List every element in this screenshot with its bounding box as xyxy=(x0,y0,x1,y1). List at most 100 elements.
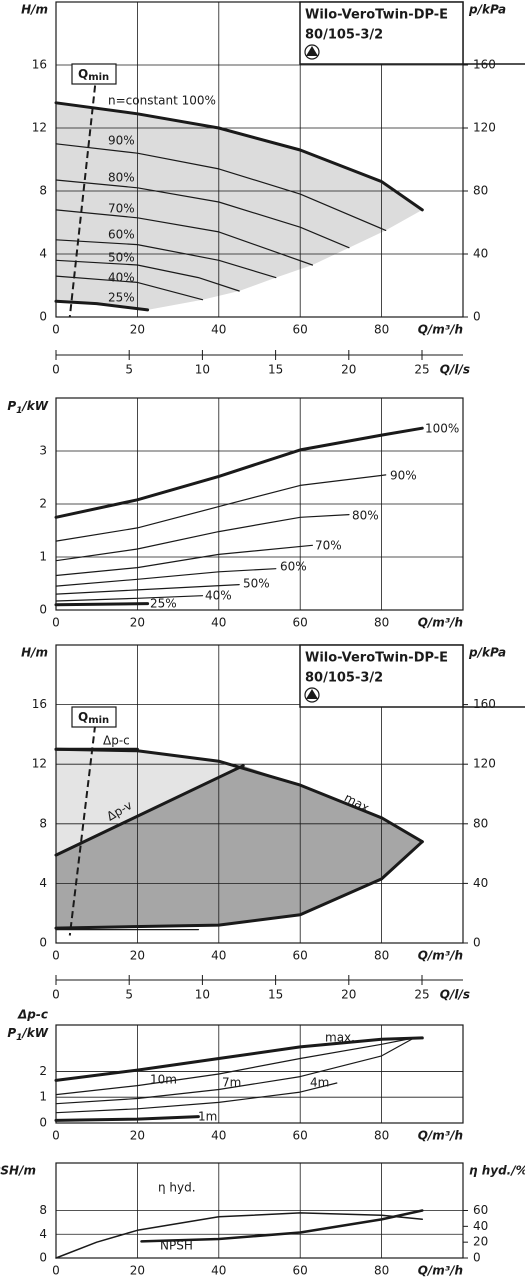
axis-title: NPSH/m xyxy=(0,1164,36,1178)
qmin-line xyxy=(68,85,97,318)
curve xyxy=(55,239,277,279)
axis-title-sub: 1 xyxy=(16,406,22,416)
product-box xyxy=(299,644,464,708)
x-tick-label: 15 xyxy=(268,363,283,377)
curve-label: NPSH xyxy=(160,1239,193,1253)
x-tick-label: 5 xyxy=(125,988,133,1002)
x-tick-label: 80 xyxy=(374,1129,389,1143)
curve-label: 10m xyxy=(150,1073,177,1087)
curve xyxy=(55,1037,415,1096)
axis-title: Q/m³/h xyxy=(418,1129,463,1143)
y-tick-label: 3 xyxy=(39,444,47,458)
y-tick-label: 0 xyxy=(39,310,47,324)
axis-title: Q/m³/h xyxy=(418,323,463,337)
curve xyxy=(54,1036,424,1082)
curve-label: 90% xyxy=(390,469,417,483)
y2-tick-label: 40 xyxy=(473,876,488,890)
y-tick-label: 12 xyxy=(32,121,47,135)
y-tick-label: 0 xyxy=(39,936,47,950)
pump-symbol-arrow xyxy=(306,46,318,56)
axis-title-sub: 1 xyxy=(16,1033,22,1043)
curve xyxy=(55,1037,415,1105)
y-tick-label: 8 xyxy=(39,1203,47,1217)
curve-label: 40% xyxy=(205,589,232,603)
curve-label: Δp-c xyxy=(103,734,130,748)
axis-title: H/m xyxy=(21,646,48,660)
y-tick-label: 4 xyxy=(39,1227,47,1241)
curve-label: 70% xyxy=(315,539,342,553)
product-name: 80/105-3/2 xyxy=(305,671,383,686)
axis-title-part: /kW xyxy=(20,399,48,413)
curve xyxy=(55,544,313,577)
curve xyxy=(55,179,350,249)
curve-label: 25% xyxy=(150,597,177,611)
curve-label: n=constant 100% xyxy=(108,94,216,108)
axis-title: Q/m³/h xyxy=(418,616,463,630)
area xyxy=(56,749,244,856)
x-tick-label: 40 xyxy=(211,616,226,630)
curve-label: 80% xyxy=(352,509,379,523)
qmin-sub: min xyxy=(88,72,109,83)
x-tick-label: 0 xyxy=(52,363,60,377)
x-tick-label: 25 xyxy=(414,363,429,377)
x-tick-label: 0 xyxy=(52,323,60,337)
y2-tick-label: 0 xyxy=(473,936,481,950)
axis-title: P1/kW xyxy=(7,399,48,416)
y-tick-label: 1 xyxy=(39,1090,47,1104)
curve xyxy=(55,143,387,231)
pump-symbol-arrow xyxy=(306,689,318,699)
x-tick-label: 0 xyxy=(52,1264,60,1278)
axis-title-part: P xyxy=(7,1026,16,1040)
y2-tick-label: 40 xyxy=(473,1219,488,1233)
curve xyxy=(55,568,277,587)
curve xyxy=(55,514,350,562)
curve-label: 60% xyxy=(280,560,307,574)
y-tick-label: 8 xyxy=(39,184,47,198)
curve-label: 1m xyxy=(198,1110,217,1124)
plot-frame xyxy=(55,1,464,318)
y-tick-label: 16 xyxy=(32,697,47,711)
x-tick-label: 5 xyxy=(125,363,133,377)
y-tick-label: 8 xyxy=(39,816,47,830)
curve xyxy=(55,1082,338,1114)
x-tick-label: 80 xyxy=(374,616,389,630)
curve xyxy=(140,1209,424,1243)
curve xyxy=(54,1115,200,1122)
axis-title: P1/kW xyxy=(7,1026,48,1043)
qmin-main: Q xyxy=(78,710,88,724)
curve xyxy=(54,602,150,607)
x-tick-label: 80 xyxy=(374,323,389,337)
y-tick-label: 0 xyxy=(39,603,47,617)
curve xyxy=(54,840,424,930)
x-tick-label: 20 xyxy=(130,1129,145,1143)
x-tick-label: 60 xyxy=(293,616,308,630)
y2-tick-label: 120 xyxy=(473,757,496,771)
y-tick-label: 0 xyxy=(39,1251,47,1265)
x-tick-label: 20 xyxy=(130,323,145,337)
product-name: Wilo-VeroTwin-DP-E xyxy=(305,8,448,23)
curve xyxy=(55,259,240,292)
curve xyxy=(54,764,245,857)
x-tick-label: 15 xyxy=(268,988,283,1002)
curve-label: 7m xyxy=(222,1076,241,1090)
qmin-line xyxy=(68,725,97,936)
curve-label: 25% xyxy=(108,291,135,305)
qmin-main: Q xyxy=(78,67,88,81)
product-name: 80/105-3/2 xyxy=(305,28,383,43)
curve-label: 50% xyxy=(108,251,135,265)
y-tick-label: 1 xyxy=(39,550,47,564)
qmin-label: Qmin xyxy=(78,67,109,84)
x-tick-label: 20 xyxy=(130,1264,145,1278)
x-tick-label: 40 xyxy=(211,1129,226,1143)
product-box xyxy=(299,1,464,65)
y2-tick-label: 0 xyxy=(473,1251,481,1265)
curve xyxy=(54,426,424,519)
curve xyxy=(54,299,150,312)
y-tick-label: 16 xyxy=(32,58,47,72)
x-tick-label: 10 xyxy=(195,363,210,377)
axis-title: η hyd./% xyxy=(469,1164,525,1178)
axis-title: p/kPa xyxy=(468,3,506,17)
curve xyxy=(55,209,313,266)
x-tick-label: 0 xyxy=(52,949,60,963)
x-tick-label: 20 xyxy=(130,616,145,630)
